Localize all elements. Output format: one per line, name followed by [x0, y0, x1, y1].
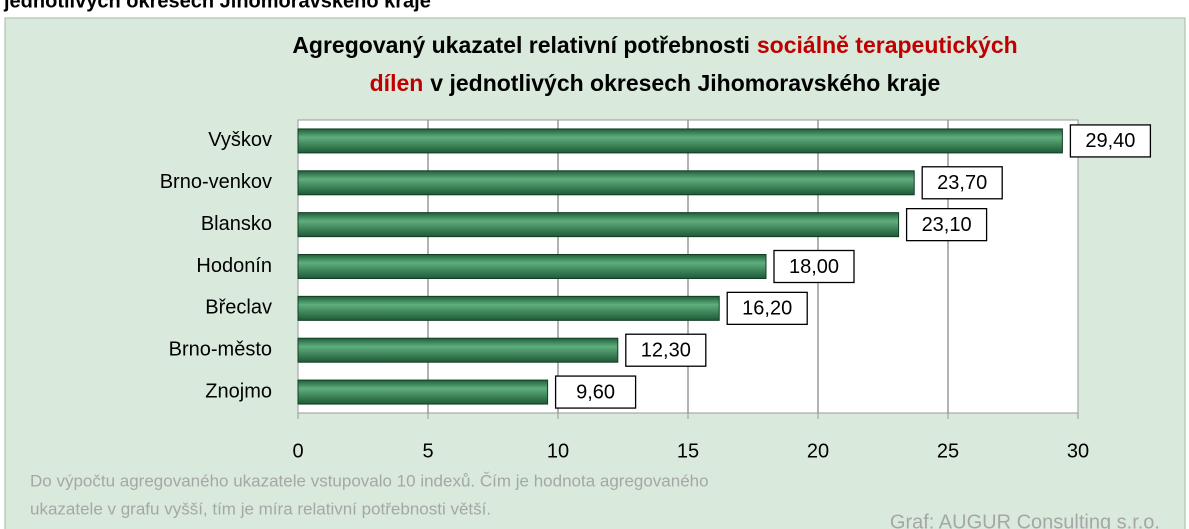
- title-part: dílen: [370, 70, 424, 96]
- y-tick-label: Znojmo: [205, 380, 272, 402]
- chart-title: dílen v jednotlivých okresech Jihomoravsk…: [370, 70, 941, 96]
- value-label: 29,40: [1085, 130, 1135, 152]
- x-tick-label: 15: [677, 440, 699, 462]
- value-label: 9,60: [576, 381, 615, 403]
- y-tick-label: Vyškov: [208, 129, 272, 151]
- bar: [297, 170, 915, 196]
- value-label-box: [1069, 124, 1152, 158]
- y-tick-label: Blansko: [201, 213, 272, 235]
- value-label-box: [726, 291, 808, 326]
- x-tick-label: 25: [937, 440, 959, 462]
- value-label: 18,00: [789, 256, 839, 278]
- value-label: 16,20: [742, 298, 792, 320]
- value-label: 12,30: [641, 339, 691, 361]
- footnote: Do výpočtu agregovaného ukazatele vstupo…: [30, 471, 709, 490]
- bar: [297, 379, 549, 405]
- value-label: 23,10: [922, 214, 972, 236]
- y-tick-label: Brno-město: [169, 338, 272, 360]
- bar: [297, 212, 900, 238]
- value-label-box: [921, 166, 1003, 200]
- x-tick-label: 0: [292, 440, 303, 462]
- bar: [297, 337, 619, 363]
- x-tick-label: 5: [422, 440, 433, 462]
- footnote: ukazatele v grafu vyšší, tím je míra rel…: [30, 499, 491, 518]
- title-part: Agregovaný ukazatel relativní potřebnost…: [292, 32, 750, 58]
- header-text: jednotlivých okresech Jihomoravského kra…: [3, 0, 431, 12]
- chart-title: Agregovaný ukazatel relativní potřebnost…: [292, 32, 1017, 58]
- y-tick-label: Brno-venkov: [160, 171, 272, 193]
- value-label: 23,70: [937, 172, 987, 194]
- title-part: v jednotlivých okresech Jihomoravského k…: [430, 70, 940, 96]
- x-tick-label: 20: [807, 440, 829, 462]
- bar: [297, 295, 720, 321]
- value-label-box: [625, 333, 707, 367]
- y-tick-label: Hodonín: [196, 255, 272, 277]
- title-part: sociálně terapeutických: [757, 32, 1018, 58]
- bar: [297, 128, 1063, 154]
- bar: [297, 254, 767, 279]
- source: Graf: AUGUR Consulting s.r.o.: [890, 511, 1160, 529]
- x-tick-label: 10: [547, 440, 569, 462]
- y-tick-label: Břeclav: [205, 297, 272, 319]
- value-label-box: [773, 249, 855, 284]
- x-tick-label: 30: [1067, 440, 1089, 462]
- value-label-box: [554, 375, 637, 409]
- value-label-box: [905, 207, 988, 242]
